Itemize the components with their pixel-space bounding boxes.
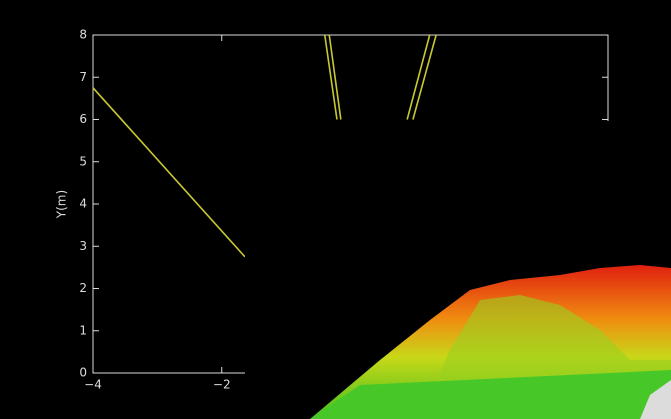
y-tick-label: 8: [79, 28, 87, 42]
y-tick-label: 7: [79, 70, 87, 84]
terrain-floor: [310, 370, 671, 419]
y-tick-label: 4: [79, 197, 87, 211]
y-tick-label: 6: [79, 112, 87, 126]
line: [406, 34, 431, 120]
y-axis-label: Y(m): [55, 190, 69, 219]
line: [412, 34, 437, 120]
line: [328, 34, 342, 120]
terrain-view: [245, 121, 671, 419]
y-tick-label: 0: [79, 366, 87, 380]
line: [92, 87, 246, 258]
terrain-object: [640, 380, 671, 419]
y-tick-label: 3: [79, 239, 87, 253]
y-tick-label: 2: [79, 281, 87, 295]
y-tick-label: 1: [79, 323, 87, 337]
y-tick-label: 5: [79, 154, 87, 168]
x-tick-label: −2: [213, 378, 231, 392]
x-tick-label: −4: [84, 378, 102, 392]
line: [323, 34, 338, 120]
